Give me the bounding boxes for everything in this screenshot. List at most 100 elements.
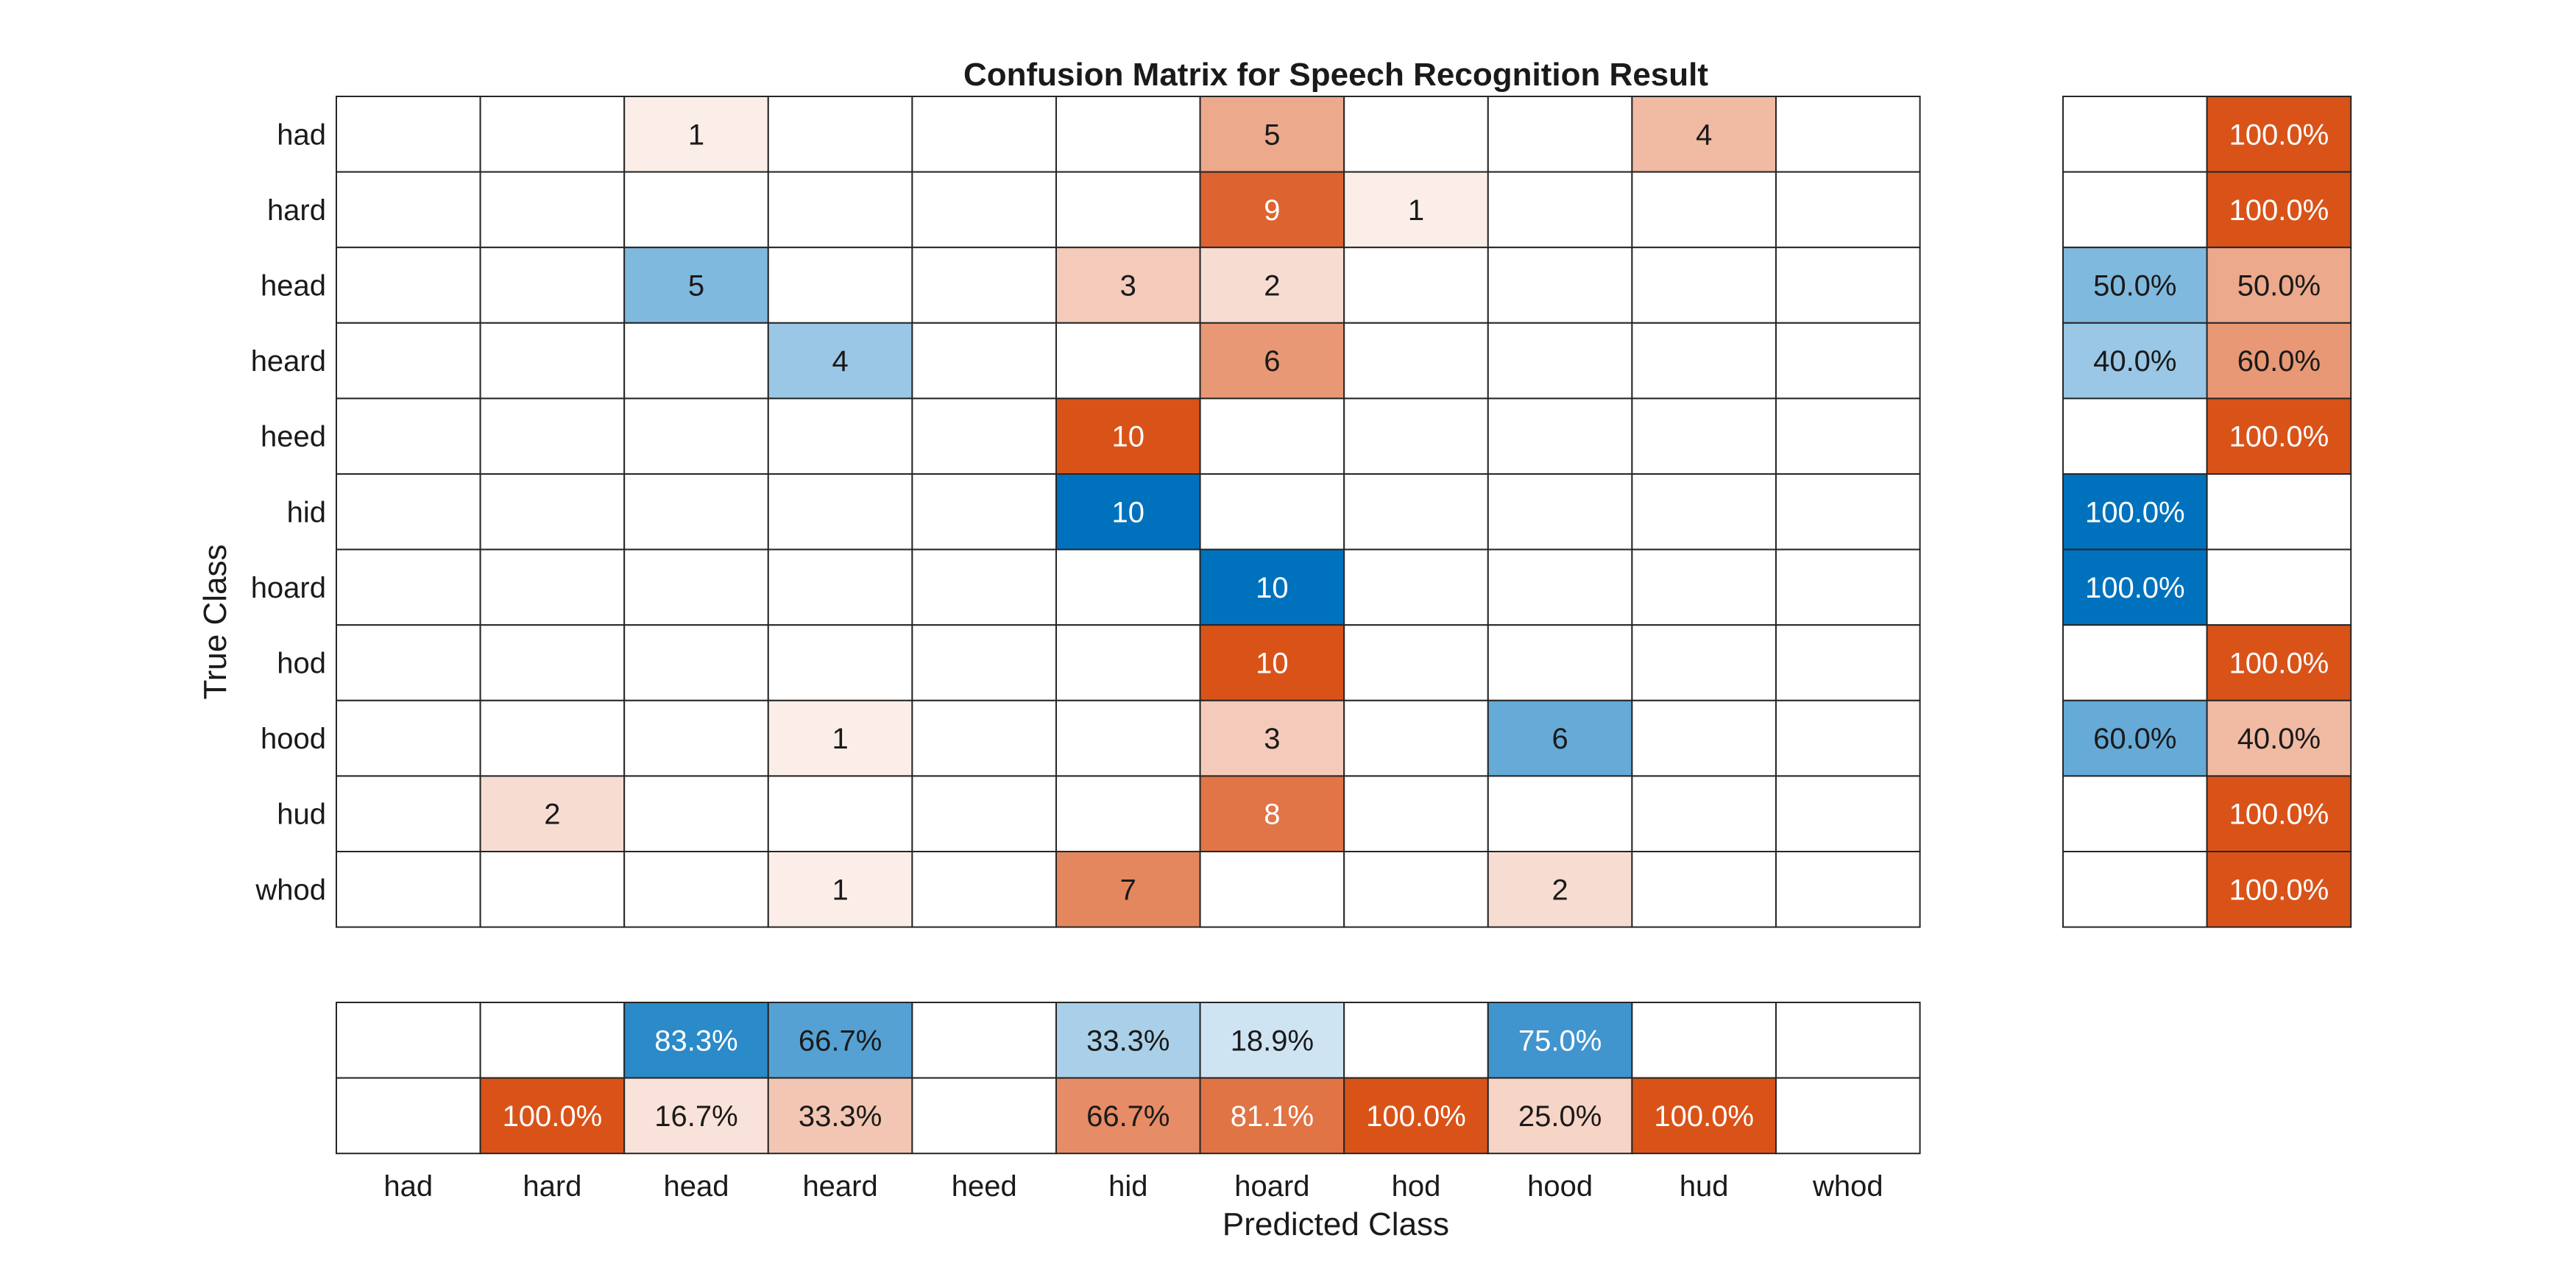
matrix-cell-hud-hod [1343, 775, 1489, 853]
row-summary-hard-incorrect [2206, 171, 2352, 249]
matrix-cell-had-hoard [1199, 96, 1345, 173]
matrix-cell-hud-whod [1775, 775, 1921, 853]
matrix-cell-hod-hoard-label: 10 [1256, 648, 1289, 680]
matrix-cell-hud-hood [1487, 775, 1633, 853]
matrix-cell-hod-hod [1343, 624, 1489, 701]
matrix-cell-heed-hood [1487, 397, 1633, 475]
matrix-cell-had-head-label: 1 [688, 118, 704, 151]
column-summary-hid-incorrect-label: 66.7% [1086, 1100, 1170, 1133]
row-summary-had-correct [2062, 96, 2208, 173]
matrix-cell-heed-whod [1775, 397, 1921, 475]
matrix-cell-hod-hud [1631, 624, 1777, 701]
row-summary-head-incorrect-label: 50.0% [2237, 270, 2321, 302]
matrix-cell-heard-hid [1055, 322, 1201, 400]
column-summary-head-incorrect-label: 16.7% [654, 1100, 737, 1133]
matrix-cell-hid-head [623, 473, 769, 551]
row-summary-hid-incorrect [2206, 473, 2352, 551]
row-summary-hud-incorrect-label: 100.0% [2229, 799, 2329, 831]
column-summary-hud-correct [1631, 1002, 1777, 1079]
column-summary-hood-incorrect [1487, 1077, 1633, 1155]
matrix-cell-head-hud [1631, 247, 1777, 324]
matrix-cell-whod-had [336, 851, 481, 928]
matrix-cell-hid-whod [1775, 473, 1921, 551]
matrix-cell-heard-hod [1343, 322, 1489, 400]
matrix-cell-head-hid-label: 3 [1120, 270, 1136, 302]
matrix-cell-hod-hard [479, 624, 626, 701]
matrix-cell-hod-whod [1775, 624, 1921, 701]
row-summary-hood-correct-label: 60.0% [2093, 723, 2176, 755]
matrix-cell-hoard-hod [1343, 548, 1489, 626]
column-summary-hoard-incorrect-label: 81.1% [1231, 1100, 1314, 1133]
matrix-cell-head-had [336, 247, 481, 324]
matrix-cell-had-hard [479, 96, 626, 173]
matrix-cell-head-hood [1487, 247, 1633, 324]
matrix-cell-hud-heed [911, 775, 1058, 853]
row-summary-heard-incorrect [2206, 322, 2352, 400]
row-summary-had-incorrect-label: 100.0% [2229, 118, 2329, 151]
matrix-cell-hood-heard-label: 1 [832, 723, 848, 755]
matrix-cell-hud-hoard [1199, 775, 1345, 853]
column-summary-hoard-correct-label: 18.9% [1231, 1025, 1314, 1057]
matrix-cell-heed-hard [479, 397, 626, 475]
matrix-cell-heed-had [336, 397, 481, 475]
matrix-cell-hood-hood [1487, 699, 1633, 777]
matrix-cell-had-hud [1631, 96, 1777, 173]
matrix-cell-heard-head [623, 322, 769, 400]
matrix-cell-hard-heed [911, 171, 1058, 249]
matrix-cell-hid-had [336, 473, 481, 551]
chart-title: Confusion Matrix for Speech Recognition … [963, 57, 1708, 93]
matrix-cell-head-head-label: 5 [688, 270, 704, 302]
row-summary-whod-incorrect [2206, 851, 2352, 928]
matrix-cell-hod-heard [767, 624, 913, 701]
matrix-cell-hid-hud [1631, 473, 1777, 551]
matrix-cell-hud-hoard-label: 8 [1264, 799, 1280, 831]
matrix-cell-had-heed [911, 96, 1058, 173]
matrix-cell-heard-hard [479, 322, 626, 400]
column-summary-head-correct-label: 83.3% [654, 1025, 737, 1057]
matrix-cell-hood-hard [479, 699, 626, 777]
matrix-cell-whod-hud [1631, 851, 1777, 928]
main-matrix: 1 5 4 9 1 5 3 2 4 6 10 10 10 10 1 3 6 2 8 1 7 2 [336, 96, 1921, 928]
x-tick-hod: hod [1392, 1170, 1441, 1203]
row-summary-hoard-correct [2062, 548, 2208, 626]
matrix-cell-hud-hard-label: 2 [544, 799, 560, 831]
matrix-cell-hud-head [623, 775, 769, 853]
matrix-cell-had-hod [1343, 96, 1489, 173]
matrix-cell-hid-hid-label: 10 [1112, 496, 1145, 528]
matrix-cell-hood-hud [1631, 699, 1777, 777]
matrix-cell-hid-heed [911, 473, 1058, 551]
matrix-cell-hard-hoard [1199, 171, 1345, 249]
x-axis-label: Predicted Class [1222, 1206, 1449, 1242]
y-tick-head: head [261, 270, 326, 302]
matrix-cell-hid-hid [1055, 473, 1201, 551]
matrix-cell-whod-hid-label: 7 [1120, 874, 1136, 906]
matrix-cell-had-whod [1775, 96, 1921, 173]
matrix-cell-whod-hood [1487, 851, 1633, 928]
column-summary-whod-incorrect [1775, 1077, 1921, 1155]
y-tick-hood: hood [261, 723, 326, 755]
matrix-cell-heard-hoard-label: 6 [1264, 345, 1280, 378]
matrix-cell-hid-hod [1343, 473, 1489, 551]
matrix-cell-hard-heard [767, 171, 913, 249]
column-summary: 83.3% 66.7% 33.3% 18.9% 75.0% 100.0% 16.7% 33.3… [336, 1002, 1921, 1155]
matrix-cell-hoard-hid [1055, 548, 1201, 626]
row-summary-heed-incorrect-label: 100.0% [2229, 421, 2329, 453]
column-summary-hod-incorrect-label: 100.0% [1366, 1100, 1466, 1133]
column-summary-hid-correct [1055, 1002, 1201, 1079]
y-tick-heed: heed [261, 421, 326, 453]
matrix-cell-hud-hid [1055, 775, 1201, 853]
matrix-cell-had-had [336, 96, 481, 173]
matrix-cell-hoard-head [623, 548, 769, 626]
matrix-cell-head-hod [1343, 247, 1489, 324]
y-tick-had: had [277, 118, 326, 151]
matrix-cell-hud-hud [1631, 775, 1777, 853]
matrix-cell-hard-hoard-label: 9 [1264, 194, 1280, 227]
matrix-cell-had-hood [1487, 96, 1633, 173]
row-summary-head-incorrect [2206, 247, 2352, 324]
matrix-cell-hoard-heard [767, 548, 913, 626]
matrix-cell-whod-head [623, 851, 769, 928]
x-tick-labels: had hard head heard heed hid hoard hod hood hud wh… [383, 1170, 1883, 1203]
matrix-cell-heard-heard-label: 4 [832, 345, 848, 378]
matrix-cell-hoard-whod [1775, 548, 1921, 626]
matrix-cell-hard-hud [1631, 171, 1777, 249]
